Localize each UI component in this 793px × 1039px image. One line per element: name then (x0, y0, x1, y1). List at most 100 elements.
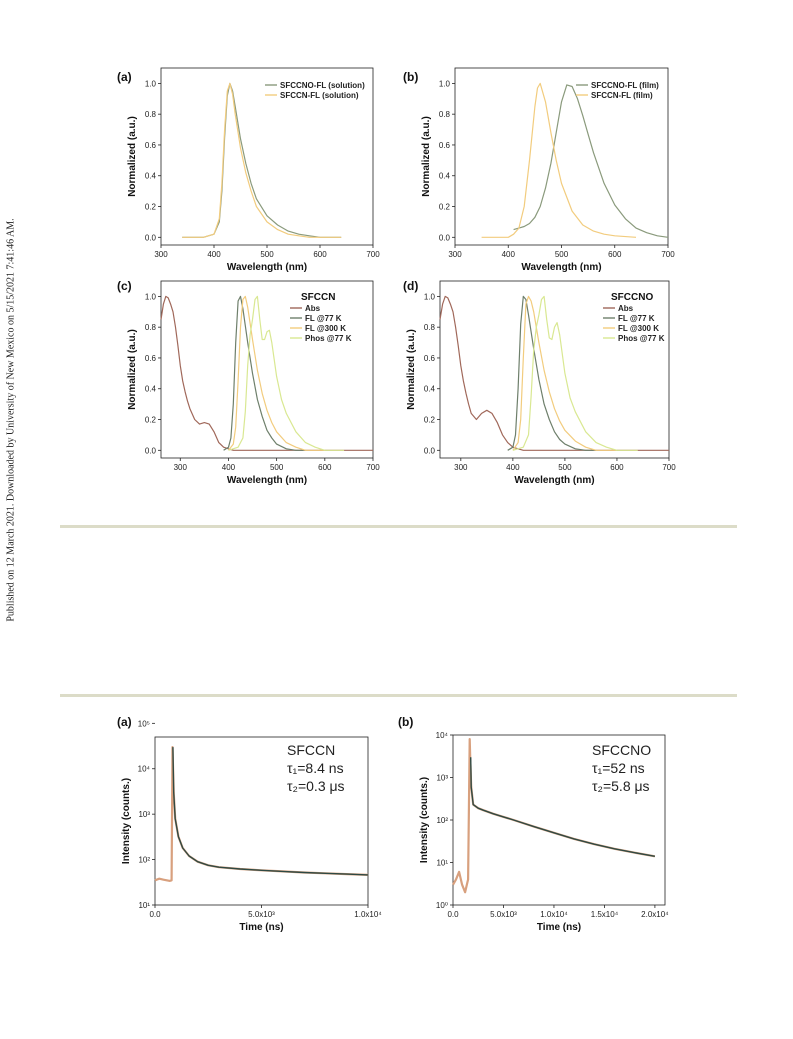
y-tick-label: 0.0 (145, 233, 157, 242)
x-tick-label: 5.0x10³ (490, 910, 517, 919)
x-tick-label: 500 (558, 463, 572, 472)
legend-entry: Abs (618, 304, 634, 313)
x-tick-label: 1.5x10⁴ (591, 910, 619, 919)
legend-entry: SFCCN-FL (solution) (280, 91, 359, 100)
x-tick-label: 300 (448, 250, 462, 259)
series-line-2 (172, 747, 369, 876)
series-line-4 (512, 295, 638, 451)
y-tick-label: 10⁴ (436, 731, 449, 740)
legend-entry: Phos @77 K (618, 334, 665, 343)
series-line-1 (513, 84, 669, 238)
y-tick-label: 10² (138, 856, 150, 865)
y-tick-label: 1.0 (145, 79, 157, 88)
x-tick-label: 400 (502, 250, 516, 259)
legend-entry: Phos @77 K (305, 334, 352, 343)
y-tick-label: 10¹ (436, 859, 448, 868)
series-line-2 (182, 82, 342, 238)
chart-panel-2: 300 400 500 600 700 0.0 0.2 0.4 0.6 0.8 1.0 Wavelen… (403, 67, 675, 273)
x-tick-label: 2.0x10⁴ (641, 910, 669, 919)
y-axis-title: Intensity (counts.) (121, 778, 132, 864)
series-line-3 (512, 295, 617, 451)
sample-label: SFCCN (301, 292, 335, 303)
x-axis-title: Time (ns) (239, 922, 283, 933)
chart-panel-1: 300 400 500 600 700 0.0 0.2 0.4 0.6 0.8 1.0 Wavelen… (117, 67, 380, 273)
annotation-text: τ₂=5.8 μs (592, 778, 650, 794)
y-tick-label: 10² (436, 816, 448, 825)
x-tick-label: 300 (154, 250, 168, 259)
x-tick-label: 500 (555, 250, 569, 259)
chart-panel-6: 0.0 5.0x10³ 1.0x10⁴ 1.5x10⁴ 2.0x10⁴ 10⁰ 10¹ 10²… (398, 715, 669, 933)
x-tick-label: 500 (270, 463, 284, 472)
legend-entry: SFCCNO-FL (film) (591, 81, 659, 90)
y-tick-label: 0.6 (145, 354, 157, 363)
y-tick-label: 0.4 (145, 385, 157, 394)
y-tick-label: 0.4 (145, 172, 157, 181)
y-axis-title: Normalized (a.u.) (421, 116, 432, 197)
annotation-text: SFCCNO (592, 742, 651, 758)
x-axis-title: Wavelength (nm) (227, 262, 307, 273)
y-tick-label: 10³ (436, 774, 448, 783)
x-tick-label: 700 (366, 463, 380, 472)
series-line-2 (223, 295, 306, 451)
annotation-text: SFCCN (287, 742, 335, 758)
y-tick-label: 0.2 (424, 416, 436, 425)
x-tick-label: 400 (506, 463, 520, 472)
y-tick-label: 10³ (138, 810, 150, 819)
y-tick-label: 0.8 (439, 110, 451, 119)
divider-top (60, 525, 737, 528)
x-tick-label: 600 (608, 250, 622, 259)
y-tick-label: 0.2 (145, 416, 157, 425)
x-tick-label: 300 (454, 463, 468, 472)
y-tick-label: 0.4 (439, 172, 451, 181)
series-line-3 (228, 295, 325, 451)
y-tick-label: 0.0 (439, 233, 451, 242)
x-tick-label: 300 (174, 463, 188, 472)
y-tick-label: 10⁵ (138, 719, 150, 728)
x-tick-label: 600 (313, 250, 327, 259)
x-tick-label: 500 (260, 250, 274, 259)
panel-label: (c) (117, 279, 132, 293)
series-line-4 (228, 295, 345, 451)
series-line-2 (481, 82, 637, 238)
x-axis-title: Time (ns) (537, 922, 581, 933)
y-tick-label: 0.8 (424, 323, 436, 332)
y-tick-label: 1.0 (145, 292, 157, 301)
x-axis-title: Wavelength (nm) (227, 475, 307, 486)
y-tick-label: 0.2 (439, 203, 451, 212)
y-tick-label: 0.6 (439, 141, 451, 150)
sample-label: SFCCNO (611, 292, 653, 303)
y-tick-label: 10⁰ (436, 901, 448, 910)
chart-panel-4: 300 400 500 600 700 0.0 0.2 0.4 0.6 0.8 1.0 Wavelen… (403, 279, 676, 486)
x-tick-label: 0.0 (149, 910, 161, 919)
series-line-2 (507, 295, 597, 451)
y-axis-title: Normalized (a.u.) (406, 329, 417, 410)
legend-entry: Abs (305, 304, 321, 313)
y-axis-title: Normalized (a.u.) (127, 116, 138, 197)
x-tick-label: 1.0x10⁴ (540, 910, 568, 919)
x-tick-label: 400 (207, 250, 221, 259)
panel-label: (a) (117, 70, 132, 84)
y-axis-title: Intensity (counts.) (419, 777, 430, 863)
x-tick-label: 700 (661, 250, 675, 259)
y-tick-label: 0.6 (145, 141, 157, 150)
legend-entry: SFCCN-FL (film) (591, 91, 653, 100)
legend-entry: FL @300 K (305, 324, 346, 333)
x-axis-title: Wavelength (nm) (521, 262, 601, 273)
y-tick-label: 0.6 (424, 354, 436, 363)
chart-panel-3: 300 400 500 600 700 0.0 0.2 0.4 0.6 0.8 1.0 Wavelen… (117, 279, 380, 486)
y-tick-label: 1.0 (439, 79, 451, 88)
divider-bottom (60, 694, 737, 697)
legend-entry: FL @300 K (618, 324, 659, 333)
y-tick-label: 0.4 (424, 385, 436, 394)
annotation-text: τ₁=8.4 ns (287, 760, 344, 776)
annotation-text: τ₁=52 ns (592, 760, 645, 776)
y-tick-label: 0.0 (145, 446, 157, 455)
panel-label: (b) (403, 70, 418, 84)
x-tick-label: 5.0x10³ (248, 910, 275, 919)
x-tick-label: 700 (366, 250, 380, 259)
panel-label: (d) (403, 279, 418, 293)
y-tick-label: 10⁴ (138, 765, 151, 774)
x-tick-label: 700 (662, 463, 676, 472)
panel-label: (a) (117, 715, 132, 729)
